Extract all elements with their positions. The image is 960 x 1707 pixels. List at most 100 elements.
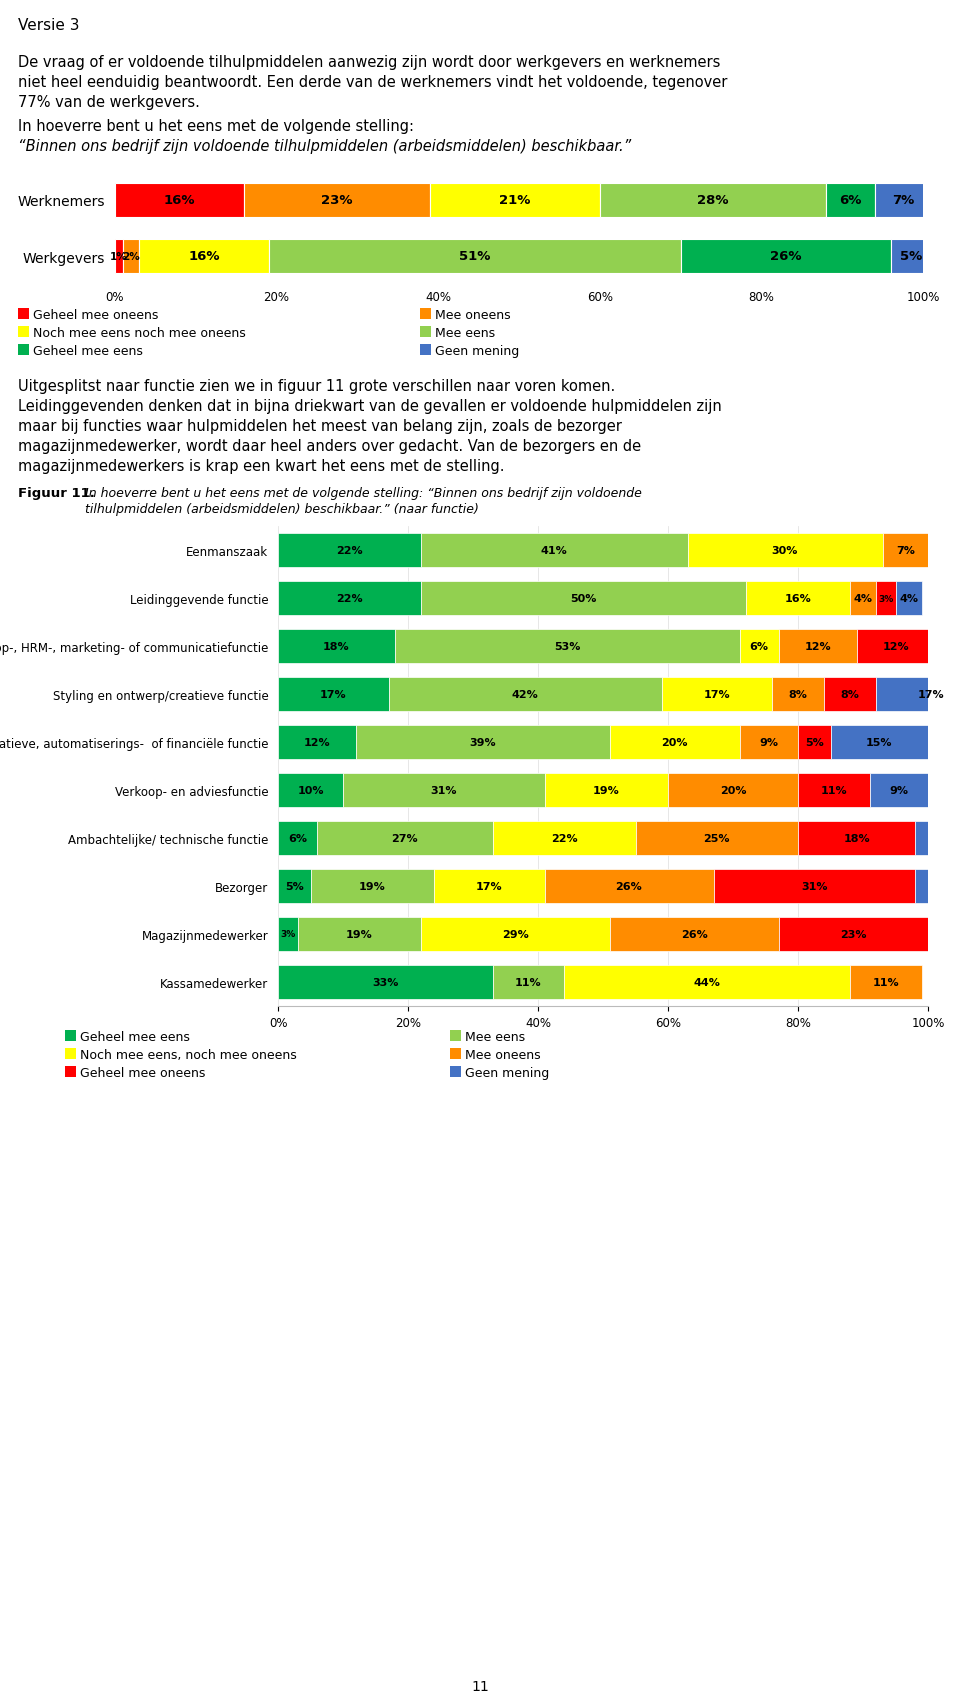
Text: Geheel mee oneens: Geheel mee oneens — [80, 1067, 205, 1079]
Text: 60%: 60% — [587, 290, 612, 304]
Text: 42%: 42% — [512, 690, 539, 700]
Text: 7%: 7% — [892, 195, 914, 207]
Text: 3%: 3% — [878, 594, 894, 603]
Text: 1%: 1% — [110, 253, 128, 261]
Bar — [434, 869, 544, 903]
Text: 17%: 17% — [918, 690, 945, 700]
Text: 20%: 20% — [661, 737, 687, 748]
Text: 23%: 23% — [322, 195, 353, 207]
Text: 12%: 12% — [303, 737, 330, 748]
Bar — [278, 630, 395, 664]
Bar — [278, 678, 389, 712]
Bar — [564, 966, 850, 999]
Text: Geheel mee eens: Geheel mee eens — [33, 345, 143, 358]
Text: 21%: 21% — [499, 195, 531, 207]
Bar — [824, 678, 876, 712]
Text: Geen mening: Geen mening — [465, 1067, 549, 1079]
Text: 8%: 8% — [841, 690, 859, 700]
Bar — [915, 821, 928, 855]
Bar — [421, 534, 687, 567]
Text: Versie 3: Versie 3 — [18, 19, 80, 32]
Bar — [882, 534, 928, 567]
Bar — [298, 918, 421, 951]
Bar — [123, 241, 139, 273]
Text: 5%: 5% — [804, 737, 824, 748]
Text: 6%: 6% — [288, 833, 307, 843]
Text: 11: 11 — [471, 1680, 489, 1693]
Bar — [278, 773, 343, 807]
Text: 11%: 11% — [821, 785, 847, 795]
Text: Noch mee eens noch mee oneens: Noch mee eens noch mee oneens — [33, 326, 246, 340]
Text: 12%: 12% — [882, 642, 909, 652]
Text: magazijnmedewerkers is krap een kwart het eens met de stelling.: magazijnmedewerkers is krap een kwart he… — [18, 459, 505, 475]
Text: 0%: 0% — [106, 290, 124, 304]
Text: 6%: 6% — [750, 642, 769, 652]
Bar — [687, 534, 882, 567]
Text: Figuur 11.: Figuur 11. — [18, 486, 95, 500]
Text: 26%: 26% — [615, 881, 642, 891]
Bar — [544, 773, 668, 807]
Bar — [278, 869, 310, 903]
Bar — [421, 582, 746, 616]
Bar — [870, 773, 928, 807]
Text: 40%: 40% — [425, 290, 451, 304]
Text: 18%: 18% — [324, 642, 349, 652]
Text: 20%: 20% — [720, 785, 746, 795]
Bar — [278, 534, 421, 567]
Text: 23%: 23% — [840, 929, 867, 939]
Bar — [896, 582, 922, 616]
Text: 28%: 28% — [697, 195, 729, 207]
Bar — [856, 630, 934, 664]
Text: 50%: 50% — [570, 594, 597, 604]
Text: 7%: 7% — [896, 546, 915, 556]
Bar — [876, 582, 896, 616]
Text: 22%: 22% — [336, 546, 363, 556]
Text: niet heel eenduidig beantwoordt. Een derde van de werknemers vindt het voldoende: niet heel eenduidig beantwoordt. Een der… — [18, 75, 728, 90]
Text: magazijnmedewerker, wordt daar heel anders over gedacht. Van de bezorgers en de: magazijnmedewerker, wordt daar heel ande… — [18, 439, 641, 454]
Bar — [713, 869, 915, 903]
Text: 39%: 39% — [469, 737, 496, 748]
Bar — [798, 821, 915, 855]
Bar — [739, 725, 798, 760]
Text: maar bij functies waar hulpmiddelen het meest van belang zijn, zoals de bezorger: maar bij functies waar hulpmiddelen het … — [18, 418, 622, 434]
Text: 4%: 4% — [899, 594, 918, 604]
Text: 30%: 30% — [772, 546, 798, 556]
Text: 31%: 31% — [430, 785, 457, 795]
Text: 15%: 15% — [866, 737, 893, 748]
Bar — [891, 241, 931, 273]
Bar — [343, 773, 544, 807]
Bar — [389, 678, 661, 712]
Bar — [915, 869, 928, 903]
Bar — [668, 773, 798, 807]
Text: 53%: 53% — [554, 642, 581, 652]
Bar — [746, 582, 850, 616]
Bar — [278, 966, 492, 999]
Text: 12%: 12% — [804, 642, 830, 652]
Text: Geheel mee eens: Geheel mee eens — [80, 1031, 190, 1043]
Bar — [492, 821, 636, 855]
Text: 17%: 17% — [704, 690, 730, 700]
Bar — [934, 630, 960, 664]
Text: 17%: 17% — [476, 881, 503, 891]
Bar — [850, 582, 876, 616]
Bar — [826, 184, 875, 218]
Text: De vraag of er voldoende tilhulpmiddelen aanwezig zijn wordt door werkgevers en : De vraag of er voldoende tilhulpmiddelen… — [18, 55, 720, 70]
Bar — [115, 184, 244, 218]
Text: Mee eens: Mee eens — [465, 1031, 525, 1043]
Bar — [830, 725, 928, 760]
Text: 18%: 18% — [843, 833, 870, 843]
Text: “Binnen ons bedrijf zijn voldoende tilhulpmiddelen (arbeidsmiddelen) beschikbaar: “Binnen ons bedrijf zijn voldoende tilhu… — [18, 138, 632, 154]
Bar — [739, 630, 779, 664]
Text: 26%: 26% — [681, 929, 708, 939]
Text: 22%: 22% — [336, 594, 363, 604]
Bar — [278, 725, 356, 760]
Text: 16%: 16% — [164, 195, 196, 207]
Bar — [798, 773, 870, 807]
Text: Mee eens: Mee eens — [435, 326, 495, 340]
Text: In hoeverre bent u het eens met de volgende stelling:: In hoeverre bent u het eens met de volge… — [18, 119, 419, 133]
Bar — [115, 241, 123, 273]
Bar — [430, 184, 600, 218]
Bar — [681, 241, 891, 273]
Bar — [779, 918, 928, 951]
Bar — [600, 184, 826, 218]
